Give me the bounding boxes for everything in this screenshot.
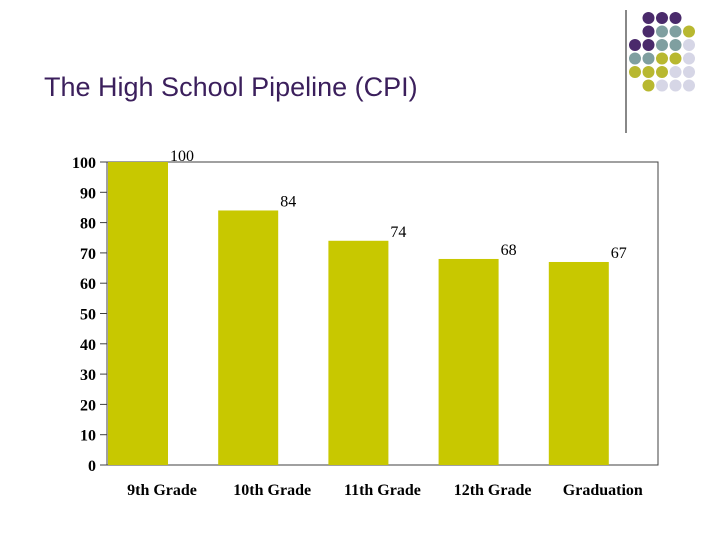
decorative-dot	[669, 66, 682, 78]
decorative-dot	[656, 66, 668, 78]
decorative-dot-grid	[625, 10, 695, 133]
decorative-dot	[683, 25, 695, 38]
bar-10th-grade	[218, 210, 279, 465]
decorative-dot	[642, 12, 655, 24]
decorative-dot	[669, 52, 682, 65]
x-category-label: 10th Grade	[233, 482, 311, 499]
data-label: 84	[280, 193, 296, 210]
decorative-dot	[669, 12, 682, 24]
data-label: 100	[170, 148, 194, 165]
y-tick-label: 50	[80, 307, 96, 324]
decorative-dot	[656, 79, 668, 92]
y-tick-label: 30	[80, 367, 96, 384]
data-label: 67	[611, 245, 627, 262]
bar-9th-grade	[108, 162, 168, 465]
decorative-dot	[683, 79, 695, 92]
decorative-dot	[669, 79, 682, 92]
decorative-dot	[683, 39, 695, 51]
data-label: 74	[390, 224, 406, 241]
x-category-label: 12th Grade	[454, 482, 532, 499]
decorative-dot	[629, 66, 641, 78]
x-category-label: 11th Grade	[344, 482, 421, 499]
decorative-dot	[629, 39, 641, 51]
decorative-dot	[656, 25, 668, 38]
y-tick-label: 10	[80, 428, 96, 445]
x-category-label: Graduation	[563, 482, 643, 499]
page-title: The High School Pipeline (CPI)	[44, 72, 418, 102]
bar-11th-grade	[328, 240, 389, 465]
y-tick-label: 80	[80, 216, 96, 233]
decorative-dot	[629, 52, 641, 65]
data-label: 68	[501, 242, 517, 259]
x-category-label: 9th Grade	[127, 482, 197, 499]
y-tick-label: 20	[80, 397, 96, 414]
decorative-dot	[642, 79, 655, 92]
decorative-dot	[669, 25, 682, 38]
decorative-dot	[683, 52, 695, 65]
decorative-dot	[642, 52, 655, 65]
y-tick-label: 90	[80, 185, 96, 202]
y-tick-label: 60	[80, 276, 96, 293]
decorative-dot	[642, 66, 655, 78]
y-tick-label: 0	[88, 458, 96, 475]
y-tick-label: 40	[80, 337, 96, 354]
bar-graduation	[548, 261, 609, 465]
decorative-dot	[683, 66, 695, 78]
bar-12th-grade	[438, 258, 499, 465]
decorative-dot	[669, 39, 682, 51]
decorative-dot	[656, 12, 668, 24]
decorative-dot	[656, 52, 668, 65]
bar-chart: 0 10 20 30 40 50 60 70 80 90 100 100 84 74 68 67 9th G…	[72, 148, 659, 499]
decorative-dot	[656, 39, 668, 51]
decorative-dot	[642, 25, 655, 38]
y-tick-label: 70	[80, 246, 96, 263]
decorative-dot	[642, 39, 655, 51]
y-tick-label: 100	[72, 155, 96, 172]
